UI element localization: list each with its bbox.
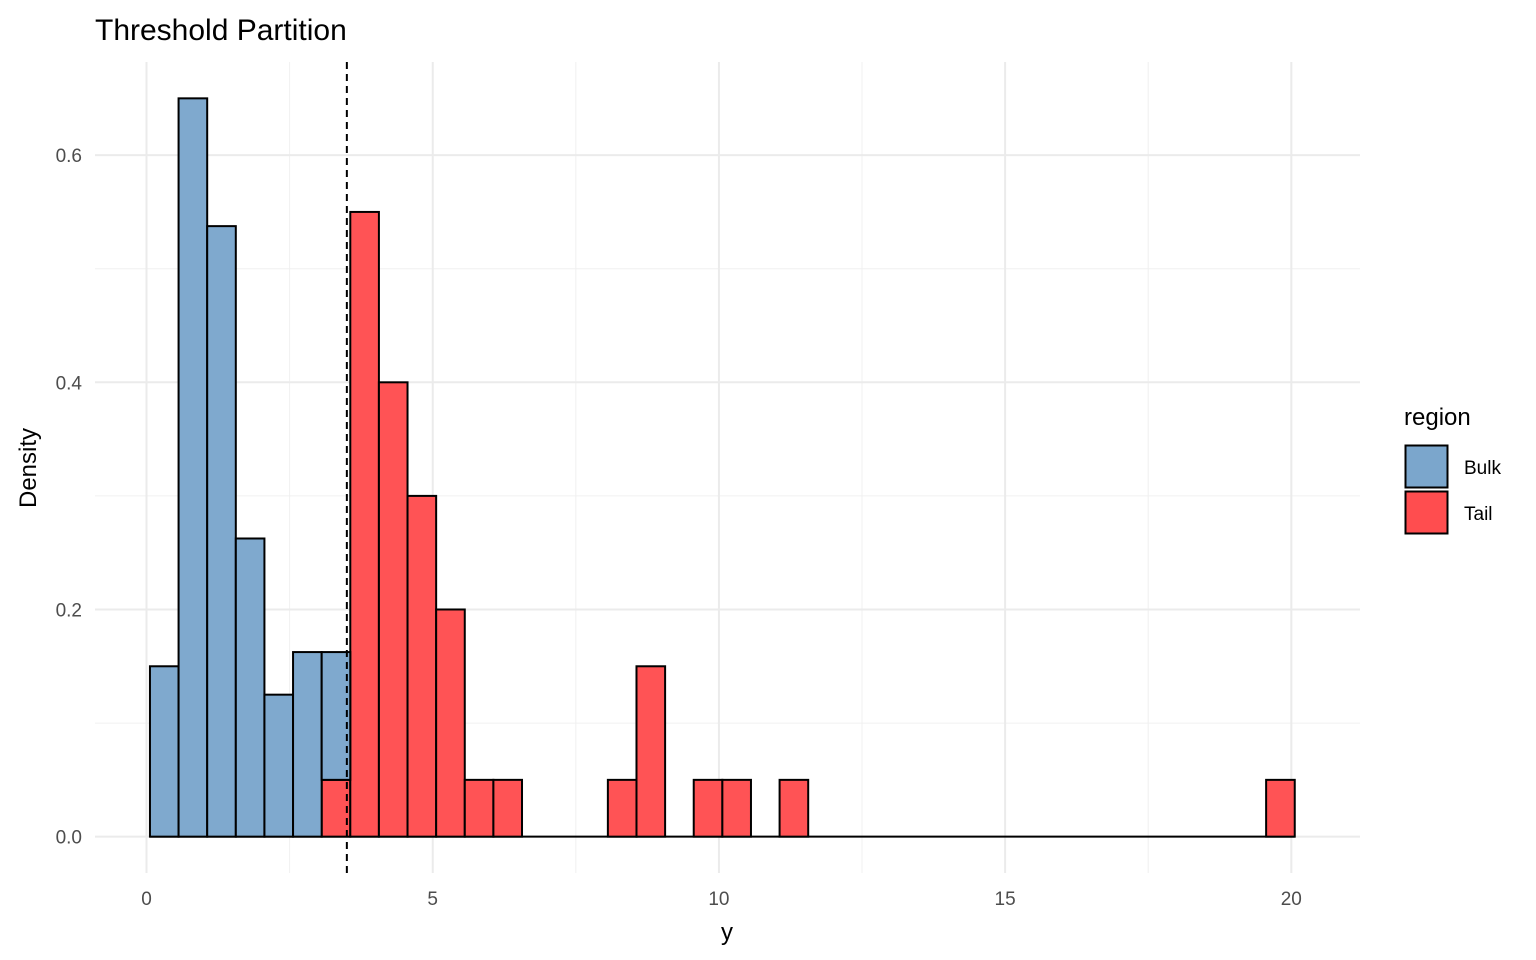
- histogram-bar-tail: [692, 778, 724, 838]
- legend-label-tail: Tail: [1464, 504, 1493, 525]
- legend-swatch-bulk: [1404, 444, 1449, 489]
- y-axis-title: Density: [15, 428, 42, 508]
- legend-title: region: [1404, 404, 1471, 431]
- y-tick-label: 0.4: [56, 373, 83, 394]
- histogram-bar-tail: [492, 778, 524, 838]
- histogram-bar-bulk: [320, 651, 352, 781]
- x-tick-label: 10: [708, 889, 729, 910]
- y-tick-label: 0.0: [56, 828, 82, 849]
- x-tick-label: 15: [995, 889, 1016, 910]
- histogram-bar-tail: [1265, 778, 1296, 838]
- histogram-bar-bulk: [263, 693, 295, 838]
- x-axis-ticks: 0 5 10 15 20: [141, 889, 1302, 910]
- y-tick-label: 0.6: [56, 146, 82, 167]
- histogram-bar-tail: [406, 494, 438, 838]
- legend-swatch-tail: [1404, 490, 1449, 535]
- histogram-bar-tail: [435, 608, 466, 838]
- histogram-bar-tail: [635, 665, 667, 838]
- histogram-bar-bulk: [234, 537, 266, 838]
- histogram-bar-tail: [349, 210, 380, 838]
- chart-title: Threshold Partition: [95, 14, 347, 47]
- y-axis-ticks: 0.0 0.2 0.4 0.6: [56, 146, 83, 849]
- bars: [148, 97, 1296, 838]
- histogram-bar-tail: [606, 778, 638, 838]
- y-tick-label: 0.2: [56, 600, 82, 621]
- histogram-bar-bulk: [206, 225, 237, 838]
- histogram-bar-tail: [721, 778, 752, 838]
- x-tick-label: 5: [427, 889, 438, 910]
- histogram-bar-tail: [377, 381, 409, 838]
- histogram-bar-tail: [778, 778, 810, 838]
- histogram-bar-tail: [463, 778, 495, 838]
- legend: region Bulk Tail: [1404, 404, 1501, 535]
- histogram-bar-bulk: [148, 665, 180, 838]
- x-tick-label: 0: [141, 889, 152, 910]
- histogram-bar-bulk: [177, 97, 209, 838]
- legend-label-bulk: Bulk: [1464, 458, 1501, 479]
- histogram-bar-bulk: [292, 651, 323, 838]
- x-axis-title: y: [721, 919, 733, 946]
- x-tick-label: 20: [1281, 889, 1302, 910]
